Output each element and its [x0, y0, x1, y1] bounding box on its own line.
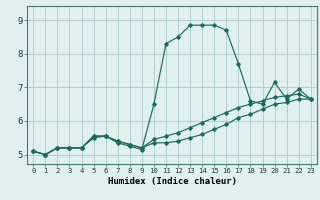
X-axis label: Humidex (Indice chaleur): Humidex (Indice chaleur) — [108, 177, 236, 186]
